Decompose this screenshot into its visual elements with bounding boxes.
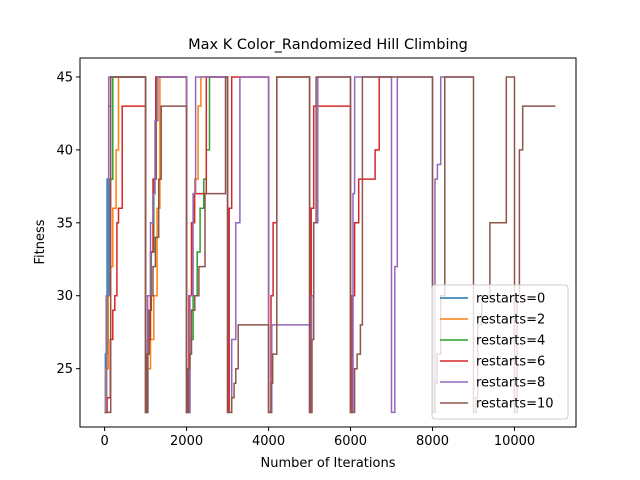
y-tick-label: 30	[56, 289, 73, 304]
legend-entry: restarts=0	[476, 292, 545, 307]
y-tick-label: 25	[56, 362, 73, 377]
plot-frame	[79, 57, 577, 428]
series-group	[104, 76, 556, 414]
y-tick-label: 40	[56, 143, 73, 158]
y-tick-label: 45	[56, 70, 73, 85]
plot-area	[79, 57, 577, 428]
chart-title: Max K Color_Randomized Hill Climbing	[188, 37, 468, 53]
legend-entry: restarts=8	[476, 376, 545, 391]
x-axis-label: Number of Iterations	[261, 456, 396, 471]
x-tick-label: 6000	[334, 434, 367, 449]
legend-entry: restarts=2	[476, 313, 545, 328]
series-line-restarts-8	[104, 76, 474, 414]
legend: restarts=0 restarts=2 restarts=4 restarts=6…	[431, 284, 569, 420]
legend-entry: restarts=10	[476, 397, 554, 412]
legend-entry: restarts=6	[476, 355, 545, 370]
x-axis: 0 2000 4000 6000 8000 10000	[100, 427, 535, 449]
x-tick-label: 0	[100, 434, 108, 449]
series-line-restarts-4	[104, 76, 228, 414]
x-tick-label: 10000	[494, 434, 535, 449]
x-tick-label: 2000	[170, 434, 203, 449]
y-axis: 25 30 35 40 45	[56, 70, 80, 377]
y-axis-label: Fitness	[33, 219, 48, 264]
x-tick-label: 4000	[252, 434, 285, 449]
x-tick-label: 8000	[416, 434, 449, 449]
legend-entry: restarts=4	[476, 334, 545, 349]
y-tick-label: 35	[56, 216, 73, 231]
